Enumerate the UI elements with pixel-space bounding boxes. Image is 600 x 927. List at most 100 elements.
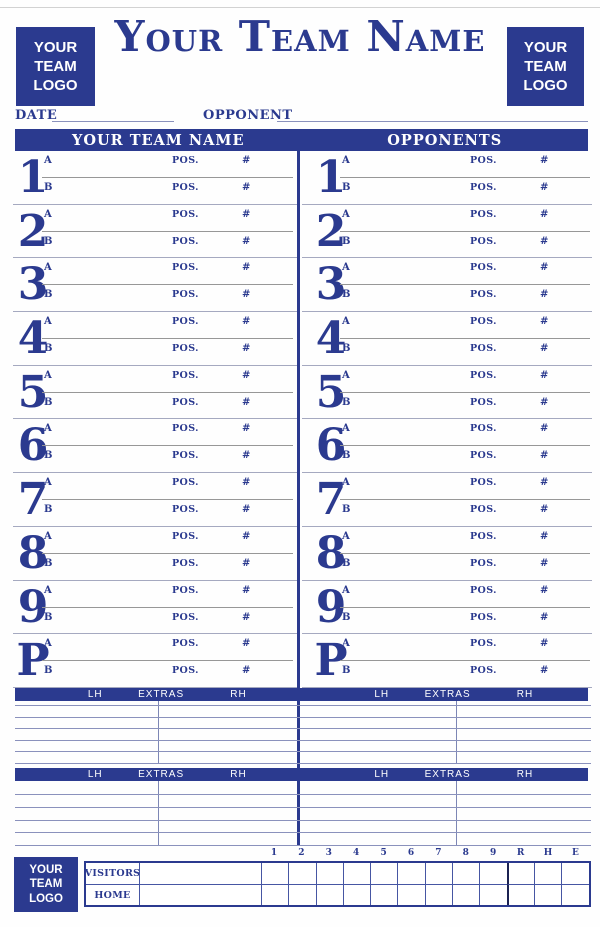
score-cell-home-8[interactable] [452, 884, 480, 905]
score-cell-visitors-9[interactable] [479, 863, 506, 884]
player-name-line-b[interactable] [302, 525, 592, 527]
player-name-line-b[interactable] [13, 418, 298, 420]
score-cell-home-R[interactable] [506, 884, 534, 905]
player-name-line-a[interactable] [42, 391, 293, 393]
team-name-cell-home[interactable] [139, 884, 261, 905]
lineup-row-2: 2 A POS. # B POS. #2 A POS. # B POS. # [0, 205, 600, 259]
player-name-line-b[interactable] [13, 579, 298, 581]
extras-writing-line[interactable] [15, 751, 591, 753]
right-hand-label: RH [516, 769, 534, 780]
player-name-line-b[interactable] [13, 203, 298, 205]
inning-header-3: 3 [325, 848, 332, 858]
player-name-line-a[interactable] [42, 230, 293, 232]
score-cell-home-5[interactable] [370, 884, 398, 905]
score-cell-home-2[interactable] [288, 884, 316, 905]
player-name-line-a[interactable] [340, 445, 590, 447]
score-cell-home-3[interactable] [315, 884, 343, 905]
lineup-cell-opponents-P: P A POS. # B POS. # [302, 634, 592, 688]
position-label: POS. [172, 504, 199, 516]
player-name-line-a[interactable] [340, 230, 590, 232]
player-name-line-a[interactable] [42, 445, 293, 447]
player-name-line-a[interactable] [42, 606, 293, 608]
position-label: POS. [470, 557, 497, 569]
date-fill-in-line[interactable] [52, 121, 174, 122]
extras-writing-line[interactable] [15, 845, 591, 846]
team-name-cell-visitors[interactable] [139, 863, 261, 884]
player-name-line-a[interactable] [340, 552, 590, 554]
score-cell-home-9[interactable] [479, 884, 507, 905]
extras-writing-line[interactable] [15, 716, 591, 718]
extras-writing-line[interactable] [15, 763, 591, 764]
jersey-number-label: # [242, 289, 251, 301]
player-name-line-a[interactable] [340, 284, 590, 286]
player-name-line-b[interactable] [302, 257, 592, 259]
player-name-line-b[interactable] [13, 686, 298, 688]
player-name-line-a[interactable] [42, 177, 293, 178]
player-name-line-b[interactable] [302, 418, 592, 420]
score-cell-home-4[interactable] [342, 884, 371, 905]
player-name-line-b[interactable] [302, 203, 592, 205]
opponent-fill-in-line[interactable] [277, 121, 588, 122]
player-name-line-b[interactable] [302, 472, 592, 474]
score-cell-visitors-2[interactable] [288, 863, 315, 884]
score-cell-home-6[interactable] [397, 884, 425, 905]
extras-writing-line[interactable] [15, 832, 591, 834]
player-name-line-a[interactable] [42, 499, 293, 501]
sub-row-b-label: B [342, 182, 351, 193]
extras-writing-line[interactable] [15, 728, 591, 730]
player-name-line-b[interactable] [13, 257, 298, 259]
extras-writing-line[interactable] [15, 806, 591, 808]
player-name-line-b[interactable] [302, 311, 592, 313]
extras-title: EXTRAS [424, 689, 471, 700]
extras-writing-line[interactable] [15, 819, 591, 821]
player-name-line-a[interactable] [42, 284, 293, 286]
left-hand-label: LH [87, 689, 103, 700]
score-cell-home-1[interactable] [261, 884, 289, 905]
score-cell-visitors-3[interactable] [315, 863, 343, 884]
score-cell-visitors-H[interactable] [533, 863, 561, 884]
position-label: POS. [470, 235, 497, 247]
lineup-cell-home-9: 9 A POS. # B POS. # [13, 581, 298, 635]
player-name-line-b[interactable] [13, 525, 298, 527]
score-cell-home-H[interactable] [533, 884, 562, 905]
team-logo-placeholder-left: YOUR TEAM LOGO [16, 27, 95, 106]
position-label: POS. [470, 155, 497, 166]
player-name-line-b[interactable] [13, 364, 298, 366]
jersey-number-label: # [242, 262, 251, 274]
score-cell-visitors-6[interactable] [397, 863, 424, 884]
lineup-row-9: 9 A POS. # B POS. #9 A POS. # B POS. # [0, 581, 600, 635]
player-name-line-a[interactable] [340, 499, 590, 501]
score-cell-visitors-R[interactable] [506, 863, 534, 884]
player-name-line-b[interactable] [13, 472, 298, 474]
score-cell-visitors-E[interactable] [561, 863, 588, 884]
score-cell-home-7[interactable] [424, 884, 453, 905]
score-cell-visitors-7[interactable] [424, 863, 452, 884]
extras-writing-line[interactable] [15, 794, 591, 795]
extras-writing-line[interactable] [15, 705, 591, 706]
player-name-line-a[interactable] [340, 391, 590, 393]
player-name-line-b[interactable] [302, 579, 592, 581]
extras-lh-rh-divider [158, 781, 159, 845]
score-cell-visitors-8[interactable] [452, 863, 479, 884]
player-name-line-b[interactable] [13, 311, 298, 313]
player-name-line-a[interactable] [340, 177, 590, 178]
player-name-line-a[interactable] [42, 660, 293, 662]
player-name-line-b[interactable] [302, 633, 592, 635]
player-name-line-a[interactable] [340, 660, 590, 662]
jersey-number-label: # [540, 289, 549, 301]
player-name-line-a[interactable] [340, 606, 590, 608]
sub-row-b-label: B [44, 611, 53, 623]
player-name-line-a[interactable] [42, 338, 293, 340]
player-name-line-b[interactable] [302, 686, 592, 688]
player-name-line-a[interactable] [340, 338, 590, 340]
score-cell-home-E[interactable] [561, 884, 589, 905]
score-cell-visitors-1[interactable] [261, 863, 288, 884]
score-cell-visitors-4[interactable] [342, 863, 370, 884]
player-name-line-b[interactable] [13, 633, 298, 635]
player-name-line-b[interactable] [302, 364, 592, 366]
player-name-line-a[interactable] [42, 552, 293, 554]
score-cell-visitors-5[interactable] [370, 863, 397, 884]
extras-bar-home-half: LH EXTRAS RH [15, 768, 302, 781]
jersey-number-label: # [540, 638, 549, 650]
extras-writing-line[interactable] [15, 739, 591, 741]
